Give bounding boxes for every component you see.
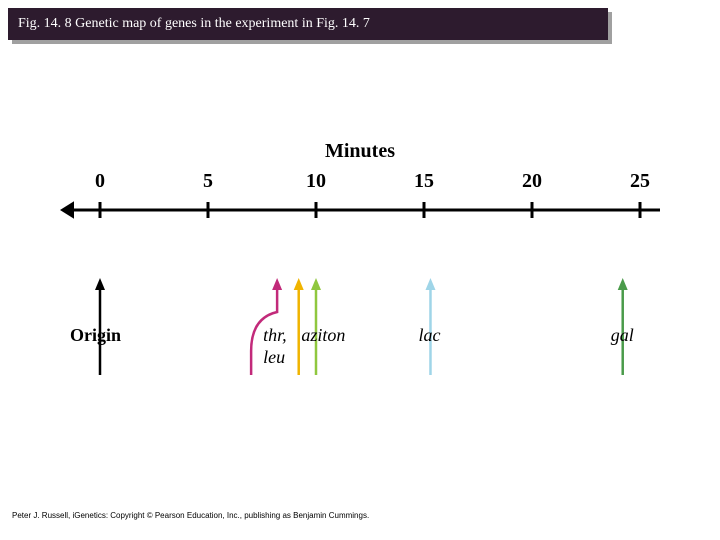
tick-label-20: 20	[522, 170, 542, 193]
tick-label-15: 15	[414, 170, 434, 193]
axis-title: Minutes	[40, 140, 680, 163]
genetic-map-diagram: Minutes 0 5 10 15 20 25 Origin thr,leu aziton la…	[40, 140, 680, 400]
gene-labels: Origin thr,leu aziton lac gal	[40, 325, 680, 385]
tick-label-0: 0	[95, 170, 105, 193]
tick-label-25: 25	[630, 170, 650, 193]
gene-label-azitoncombo: aziton	[301, 325, 345, 346]
gene-label-gal: gal	[611, 325, 634, 346]
copyright-footer: Peter J. Russell, iGenetics: Copyright ©…	[12, 511, 369, 520]
figure-title: Fig. 14. 8 Genetic map of genes in the e…	[18, 16, 370, 32]
gene-label-lac: lac	[418, 325, 440, 346]
axis-line	[40, 200, 680, 230]
tick-label-5: 5	[203, 170, 213, 193]
gene-label-leu: leu	[263, 347, 285, 368]
title-bar: Fig. 14. 8 Genetic map of genes in the e…	[8, 8, 608, 40]
tick-label-10: 10	[306, 170, 326, 193]
tick-labels: 0 5 10 15 20 25	[40, 170, 680, 194]
gene-label-thr: thr,	[263, 325, 287, 346]
gene-label-Origin: Origin	[70, 325, 121, 346]
